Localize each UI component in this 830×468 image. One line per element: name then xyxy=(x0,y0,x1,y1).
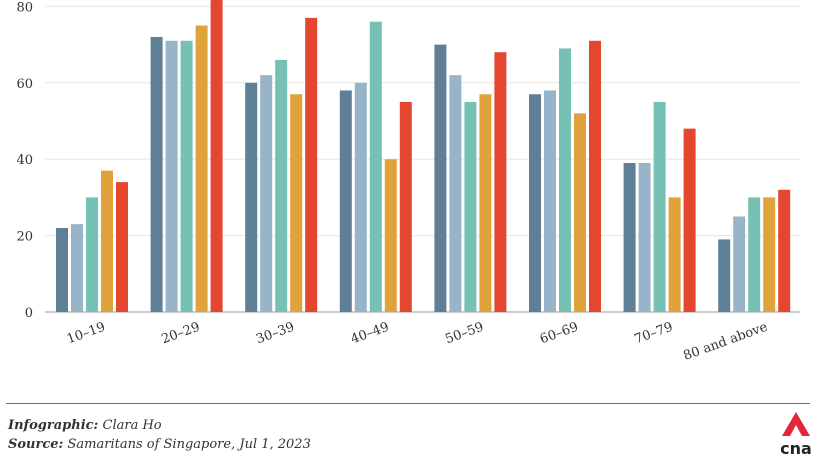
bar xyxy=(369,21,382,313)
bar xyxy=(449,75,462,312)
bar xyxy=(718,239,731,312)
bar xyxy=(544,90,556,312)
bar xyxy=(245,82,258,312)
bar xyxy=(210,0,223,312)
bar xyxy=(434,44,447,312)
bar xyxy=(101,170,113,312)
infographic-value: Clara Ho xyxy=(102,418,162,433)
bar xyxy=(86,197,98,312)
cna-logo-mark xyxy=(782,412,810,436)
y-tick-label: 80 xyxy=(16,0,33,15)
x-tick-label: 20–29 xyxy=(160,320,202,348)
credits: Infographic: Clara Ho Source: Samaritans… xyxy=(8,416,311,454)
infographic-credit: Infographic: Clara Ho xyxy=(8,416,311,435)
x-tick-label: 10–19 xyxy=(65,320,107,348)
y-tick-label: 20 xyxy=(16,230,33,245)
bar xyxy=(339,90,352,312)
x-tick-label: 70–79 xyxy=(633,320,675,348)
x-tick-label: 30–39 xyxy=(254,320,296,348)
x-tick-label: 80 and above xyxy=(682,320,770,364)
bar xyxy=(748,197,761,312)
bar xyxy=(683,128,696,312)
bar xyxy=(638,163,651,312)
bar xyxy=(778,189,791,312)
bar xyxy=(589,40,601,312)
footer-divider xyxy=(6,403,810,404)
bar xyxy=(116,182,128,312)
bar xyxy=(354,82,367,312)
y-tick-label: 60 xyxy=(16,77,33,92)
bar xyxy=(180,40,193,312)
bar xyxy=(479,94,492,312)
bar xyxy=(763,197,776,312)
cna-logo: cna xyxy=(780,412,812,458)
bar xyxy=(150,36,163,313)
source-value: Samaritans of Singapore, Jul 1, 2023 xyxy=(67,437,311,452)
bars xyxy=(56,0,791,313)
bar xyxy=(384,159,397,312)
bar xyxy=(733,216,746,312)
bar xyxy=(275,59,288,312)
bar xyxy=(56,227,68,312)
bar xyxy=(71,224,83,312)
x-tick-label: 50–59 xyxy=(443,320,485,348)
bar xyxy=(464,101,477,313)
bar xyxy=(574,113,586,312)
bar xyxy=(165,40,178,312)
bar xyxy=(305,17,318,313)
bar xyxy=(623,163,636,312)
y-axis-ticks: 0 20 40 60 80 xyxy=(16,0,33,321)
bar xyxy=(653,101,666,313)
bar xyxy=(668,197,681,312)
bar xyxy=(529,94,541,312)
bar xyxy=(260,75,273,312)
bar xyxy=(195,25,208,312)
x-axis-labels: 10–19 20–29 30–39 40–49 50–59 60–69 70–79 80 an… xyxy=(65,320,770,364)
bar xyxy=(290,94,303,312)
source-credit: Source: Samaritans of Singapore, Jul 1, … xyxy=(8,435,311,454)
bar xyxy=(399,101,412,313)
cna-logo-text: cna xyxy=(780,439,812,458)
bar-chart: 0 20 40 60 80 10–19 20–29 30–39 40–49 50–59 60–69… xyxy=(16,0,800,364)
x-tick-label: 60–69 xyxy=(538,320,580,348)
infographic-label: Infographic: xyxy=(8,418,99,433)
y-tick-label: 40 xyxy=(16,153,33,168)
source-label: Source: xyxy=(8,437,64,452)
x-tick-label: 40–49 xyxy=(349,320,391,348)
bar xyxy=(559,48,571,313)
bar xyxy=(494,52,507,313)
y-tick-label: 0 xyxy=(25,306,33,321)
